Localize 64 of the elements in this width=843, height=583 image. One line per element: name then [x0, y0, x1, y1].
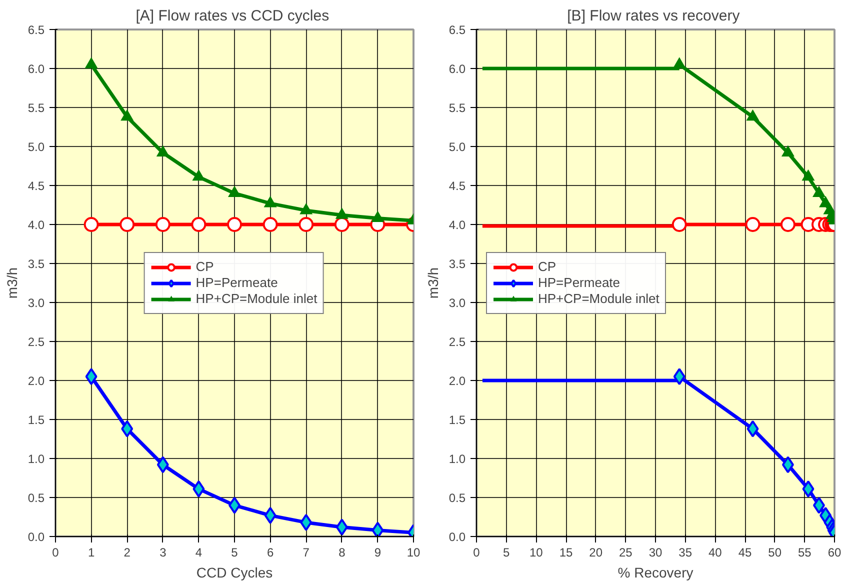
x-axis-title: CCD Cycles: [196, 564, 273, 580]
legend-label: HP+CP=Module inlet: [538, 290, 660, 306]
y-tick-label: 1.0: [448, 452, 466, 466]
x-tick-label: 2: [124, 546, 131, 560]
x-tick-label: 8: [338, 546, 346, 560]
x-tick-label: 10: [406, 546, 420, 560]
y-tick-label: 3.0: [28, 296, 45, 310]
x-tick-label: 0: [473, 546, 480, 560]
x-tick-label: 25: [618, 546, 633, 560]
y-tick-label: 4.0: [448, 218, 466, 232]
y-tick-label: 1.5: [28, 413, 45, 427]
y-tick-label: 2.0: [28, 374, 45, 388]
x-tick-label: 55: [798, 546, 812, 560]
y-tick-label: 6.0: [448, 62, 466, 76]
x-tick-label: 6: [266, 546, 274, 560]
y-tick-label: 0.5: [448, 491, 466, 505]
x-tick-label: 10: [529, 546, 544, 560]
y-tick-label: 1.5: [448, 413, 466, 427]
x-tick-label: 0: [52, 546, 60, 560]
y-tick-label: 5.5: [28, 101, 45, 115]
legend-label: CP: [538, 258, 558, 274]
x-tick-label: 40: [708, 546, 722, 560]
x-tick-label: 5: [231, 546, 238, 560]
y-tick-label: 2.0: [448, 374, 466, 388]
chart-title: [A] Flow rates vs CCD cycles: [136, 8, 330, 24]
x-tick-label: 7: [302, 546, 310, 560]
y-tick-label: 2.5: [28, 335, 45, 349]
x-tick-label: 50: [768, 546, 782, 560]
x-tick-label: 30: [648, 546, 662, 560]
y-tick-label: 0.5: [28, 491, 45, 505]
legend-label: HP+CP=Module inlet: [196, 290, 318, 306]
y-tick-label: 6.0: [28, 62, 45, 76]
y-tick-label: 6.5: [448, 23, 466, 37]
x-tick-label: 9: [374, 546, 382, 560]
y-tick-label: 5.0: [28, 140, 45, 154]
x-tick-label: 5: [502, 546, 510, 560]
legend-label: HP=Permeate: [538, 274, 620, 290]
y-tick-label: 4.0: [28, 218, 45, 232]
y-axis-title: m3/h: [4, 267, 20, 299]
x-tick-label: 35: [678, 546, 692, 560]
chart-title: [B] Flow rates vs recovery: [567, 8, 740, 24]
y-tick-label: 0.0: [28, 530, 45, 544]
y-tick-label: 6.5: [28, 23, 45, 37]
x-tick-label: 1: [88, 546, 95, 560]
y-tick-label: 4.5: [28, 179, 45, 193]
y-tick-label: 3.0: [448, 296, 466, 310]
y-tick-label: 1.0: [28, 452, 45, 466]
x-axis-title: % Recovery: [618, 564, 694, 580]
y-tick-label: 5.0: [448, 140, 466, 154]
legend-label: CP: [196, 258, 215, 274]
x-tick-label: 20: [589, 546, 603, 560]
y-tick-label: 2.5: [448, 335, 466, 349]
y-tick-label: 3.5: [28, 257, 45, 271]
x-tick-label: 4: [195, 546, 202, 560]
y-tick-label: 3.5: [448, 257, 466, 271]
y-tick-label: 4.5: [448, 179, 466, 193]
x-tick-label: 60: [828, 546, 842, 560]
x-tick-label: 15: [559, 546, 573, 560]
legend-label: HP=Permeate: [196, 274, 278, 290]
y-tick-label: 0.0: [448, 530, 466, 544]
x-tick-label: 3: [160, 546, 167, 560]
x-tick-label: 45: [738, 546, 752, 560]
y-tick-label: 5.5: [448, 101, 466, 115]
y-axis-title: m3/h: [424, 267, 441, 299]
